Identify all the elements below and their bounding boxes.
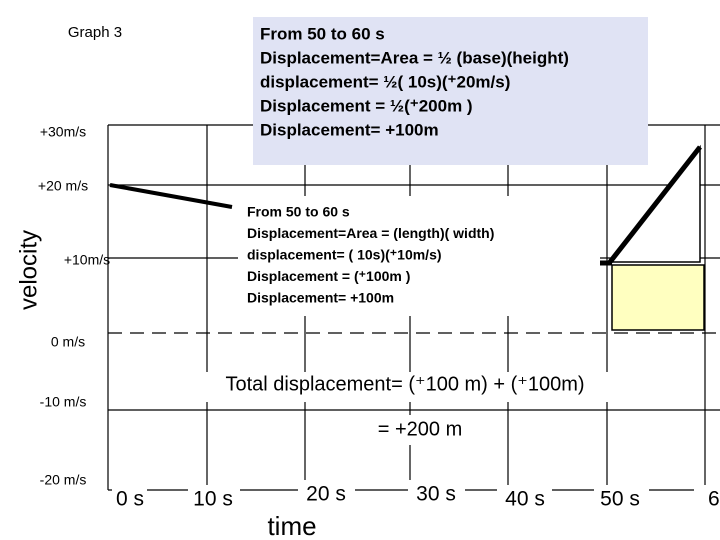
note-line: Displacement=Area = (length)( width)	[247, 225, 494, 241]
total-line: = +200 m	[378, 418, 463, 440]
label-box	[694, 485, 720, 515]
label-box	[594, 485, 649, 515]
note-line: Displacement = (⁺100m )	[247, 268, 410, 284]
y-label: -20 m/s	[40, 472, 87, 488]
x-label: 10 s	[193, 488, 233, 511]
label-box	[298, 480, 355, 510]
label-box	[25, 467, 105, 495]
rectangle-area	[611, 264, 705, 331]
note-line: From 50 to 60 s	[260, 24, 385, 43]
y-axis-title: velocity	[15, 230, 42, 310]
note-line: Displacement= +100m	[247, 290, 394, 306]
note-line: From 50 to 60 s	[247, 204, 350, 220]
total-box	[180, 372, 640, 402]
label-box	[497, 485, 552, 515]
label-box	[112, 485, 147, 515]
note-line: Displacement = ½(⁺200m )	[260, 96, 473, 115]
note-line: Displacement=Area = ½ (base)(height)	[260, 48, 569, 67]
rectangle-note-box	[238, 196, 600, 316]
y-label: +10m/s	[64, 252, 110, 268]
x-label: 20 s	[306, 483, 346, 506]
x-label: 50 s	[600, 488, 640, 511]
note-line: Displacement= +100m	[260, 120, 439, 139]
x-label: 30 s	[416, 483, 456, 506]
total-line: Total displacement= (⁺100 m) + (⁺100m)	[225, 373, 584, 395]
label-box	[25, 390, 105, 418]
x-label: 60	[708, 488, 720, 511]
label-box	[30, 320, 100, 365]
x-label: 0 s	[116, 488, 144, 511]
triangle-note-box	[253, 17, 648, 165]
total-box	[360, 415, 485, 445]
note-line: displacement= ½( 10s)(⁺20m/s)	[260, 72, 510, 91]
label-box	[188, 485, 240, 515]
x-axis-title: time	[267, 511, 316, 540]
graph-title: Graph 3	[68, 24, 122, 41]
y-label: +20 m/s	[38, 178, 88, 194]
y-label: -10 m/s	[40, 394, 87, 410]
label-box	[408, 480, 465, 510]
velocity-line	[109, 183, 233, 209]
note-line: displacement= ( 10s)(⁺10m/s)	[247, 247, 442, 263]
velocity-line	[608, 145, 702, 264]
y-label: +30m/s	[40, 124, 86, 140]
y-label: 0 m/s	[51, 334, 85, 350]
x-label: 40 s	[505, 488, 545, 511]
